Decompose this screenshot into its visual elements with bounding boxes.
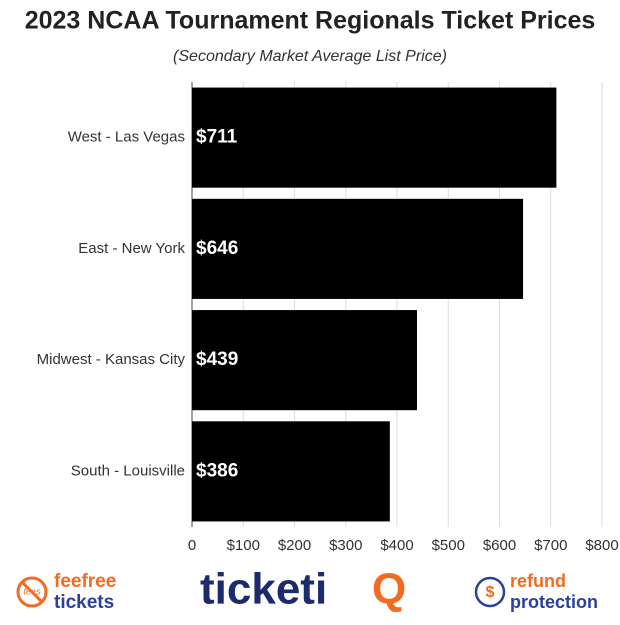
- y-tick-label: East - New York: [78, 240, 185, 257]
- footer-right-line1: refund: [510, 571, 566, 591]
- value-label: $711: [196, 127, 238, 148]
- refund-icon-text: $: [486, 584, 495, 601]
- value-label: $386: [196, 460, 238, 481]
- x-tick-label: $800: [585, 537, 618, 554]
- value-label: $439: [196, 349, 238, 370]
- brand: ticketi: [200, 565, 327, 614]
- footer-left-line1: feefree: [54, 571, 116, 592]
- brand-mark: Q: [372, 565, 406, 614]
- x-tick-label: $400: [380, 537, 413, 554]
- bar: [192, 87, 557, 188]
- bar: [192, 198, 524, 299]
- x-tick-label: $300: [329, 537, 362, 554]
- chart-subtitle: (Secondary Market Average List Price): [173, 48, 447, 65]
- fees-icon: [16, 576, 48, 608]
- plot: 0 $100 $200 $300 $400 $500 $600 $700 $800 West - …: [37, 82, 619, 554]
- bar: [192, 421, 390, 522]
- y-tick-label: South - Louisville: [71, 462, 185, 479]
- chart-title: 2023 NCAA Tournament Regionals Ticket Pr…: [25, 7, 596, 35]
- x-tick-label: $600: [483, 537, 516, 554]
- footer-left-line2: tickets: [54, 592, 114, 613]
- fees-icon-slash: [20, 580, 44, 604]
- footer: fees feefree tickets ticketi Q $ refund …: [16, 565, 598, 614]
- refund-icon: [474, 576, 506, 608]
- x-tick-label: $700: [534, 537, 567, 554]
- x-tick-label: 0: [188, 537, 196, 554]
- x-tick-label: $500: [432, 537, 465, 554]
- value-label: $646: [196, 238, 238, 259]
- y-tick-label: West - Las Vegas: [68, 129, 185, 146]
- x-tick-label: $200: [278, 537, 311, 554]
- footer-right-line2: protection: [510, 592, 598, 612]
- bar: [192, 310, 417, 411]
- x-tick-label: $100: [227, 537, 260, 554]
- y-tick-label: Midwest - Kansas City: [37, 351, 186, 368]
